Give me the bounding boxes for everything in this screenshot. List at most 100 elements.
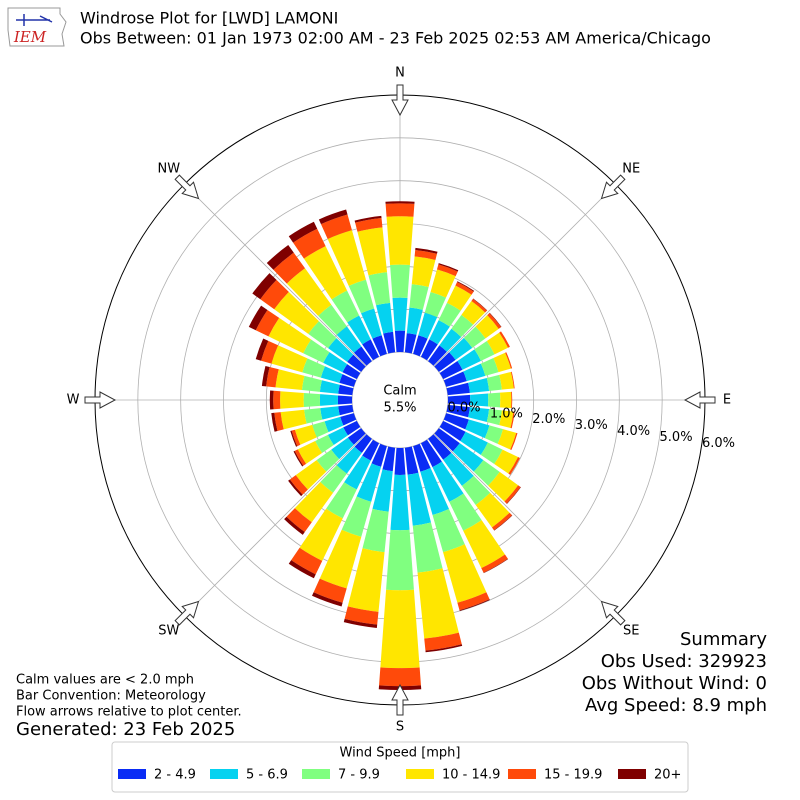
bar-segment (280, 409, 307, 430)
summary: Avg Speed: 8.9 mph (585, 695, 767, 716)
bar-segment (434, 428, 460, 452)
grid-spoke (433, 184, 616, 367)
grid-spoke (184, 433, 367, 616)
bar-segment (326, 482, 357, 519)
bar-segment (372, 335, 387, 357)
bar-segment (471, 298, 487, 313)
bar-segment (266, 245, 294, 270)
bar-segment (438, 302, 461, 327)
bar-segment (320, 214, 352, 240)
bar-segment (371, 443, 387, 467)
bar-segment (510, 371, 515, 389)
bar-segment (461, 300, 486, 325)
bar-segment (457, 349, 482, 370)
bar-segment (432, 509, 465, 553)
bar-segment (319, 380, 340, 394)
note: Bar Convention: Meteorology (16, 689, 206, 704)
bar-segment (252, 273, 277, 300)
bar-segment (341, 496, 372, 537)
bar-segment (308, 321, 337, 349)
bar-segment (338, 384, 354, 396)
bar-segment (499, 410, 514, 428)
bar-segment (465, 419, 490, 439)
bar-segment (261, 340, 279, 364)
note: Flow arrows relative to plot center. (16, 705, 242, 720)
bar-segment (354, 215, 382, 223)
calm-value: 5.5% (383, 401, 416, 416)
bar-segment (288, 479, 303, 497)
bar-segment (417, 568, 459, 639)
bar-segment (255, 309, 280, 337)
direction-label: NE (622, 161, 640, 176)
bar-segment (268, 317, 312, 354)
bar-segment (274, 291, 319, 334)
bar-segment (390, 264, 410, 298)
bar-segment (449, 493, 482, 531)
summary: Obs Used: 329923 (601, 651, 767, 672)
legend-swatch (618, 769, 646, 779)
bar-segment (486, 374, 502, 391)
polar-plot (94, 94, 706, 706)
bar-segment (362, 439, 380, 461)
bar-segment (275, 369, 305, 391)
bar-segment (499, 331, 510, 348)
bar-segment (486, 409, 502, 426)
bar-segment (472, 298, 488, 311)
summary: Summary (680, 629, 767, 650)
bar-segment (315, 434, 334, 453)
bar-segment (480, 442, 503, 465)
bar-segment (319, 529, 362, 589)
bar-segment (409, 284, 429, 310)
note: Calm values are < 2.0 mph (16, 673, 194, 688)
bar-segment (289, 475, 308, 495)
bar-segment (455, 281, 474, 295)
bar-segment (439, 360, 463, 380)
bar-segment (343, 420, 361, 436)
flow-arrow (600, 600, 626, 626)
bar-segment (446, 285, 472, 311)
bar-segment (271, 345, 308, 373)
bar-segment (420, 439, 442, 468)
bar-segment (362, 339, 380, 361)
bar-segment (323, 352, 348, 373)
bar-segment (491, 512, 513, 531)
bar-segment (483, 558, 509, 574)
bar-segment (348, 279, 375, 314)
r-tick-label: 4.0% (617, 424, 650, 439)
bar-segment (293, 228, 326, 259)
bar-segment (429, 320, 450, 345)
flow-arrow (600, 174, 626, 200)
legend-label: 10 - 14.9 (442, 768, 500, 783)
bar-segment (439, 420, 466, 441)
bar-segment (443, 371, 467, 387)
arrow-shape (600, 174, 626, 200)
bar-segment (508, 457, 520, 475)
bar-segment (354, 434, 372, 453)
legend-label: 5 - 6.9 (246, 768, 288, 783)
bar-segment (411, 256, 436, 288)
bar-segment (404, 446, 419, 475)
bar-segment (493, 515, 513, 531)
bar-segment (347, 428, 366, 445)
bar-segment (353, 346, 372, 366)
bar-segment (357, 227, 388, 276)
bar-segment (312, 421, 329, 438)
bar-segment (449, 337, 473, 360)
bar-segment (316, 449, 340, 472)
bar-segment (481, 554, 508, 573)
bar-segment (293, 450, 304, 467)
logo-lines (16, 14, 53, 26)
bar-segment (320, 366, 343, 383)
bar-segment (379, 667, 421, 687)
bar-segment (313, 578, 347, 603)
bar-segment (493, 352, 511, 373)
bar-segment (413, 443, 431, 472)
r-tick-label: 5.0% (660, 430, 693, 445)
direction-label: N (395, 66, 405, 81)
bar-segment (392, 297, 408, 331)
bar-segment (328, 338, 354, 362)
bar-segment (511, 391, 513, 409)
bar-segment (344, 455, 371, 490)
bar-segment (368, 272, 391, 306)
bar-segment (475, 315, 499, 339)
